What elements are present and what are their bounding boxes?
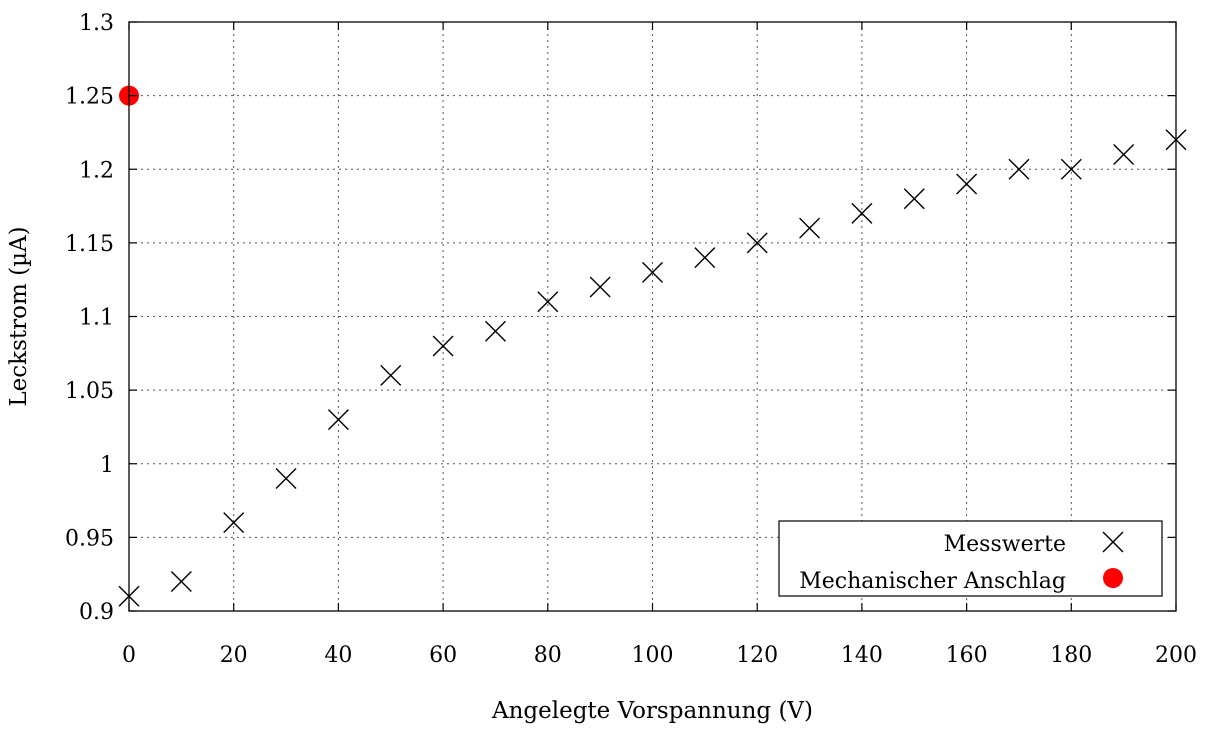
cross-stroke [170, 571, 192, 593]
x-tick-label: 160 [946, 643, 988, 668]
cross-stroke [537, 291, 559, 313]
data-point-messwerte [432, 335, 454, 357]
data-point-messwerte [851, 202, 873, 224]
y-tick-label: 0.95 [65, 526, 114, 551]
data-marks [118, 85, 1187, 607]
legend-label-messwerte: Messwerte [944, 532, 1066, 557]
legend: Messwerte Mechanischer Anschlag [778, 520, 1163, 597]
x-tick-label: 80 [534, 643, 562, 668]
axis-ticks [128, 21, 1177, 612]
cross-stroke [1102, 531, 1124, 553]
cross-stroke [1008, 158, 1030, 180]
y-tick-label: 1.15 [65, 232, 114, 257]
data-point-messwerte [275, 467, 297, 489]
x-tick-label: 40 [324, 643, 352, 668]
legend-cross-icon [1102, 531, 1124, 553]
cross-stroke [275, 467, 297, 489]
cross-stroke [956, 173, 978, 195]
data-point-messwerte [642, 261, 663, 283]
cross-stroke [694, 247, 716, 269]
x-axis-label: Angelegte Vorspannung (V) [491, 698, 813, 724]
x-tick-label: 200 [1155, 643, 1197, 668]
data-point-messwerte [694, 247, 716, 269]
data-point-messwerte [380, 364, 402, 386]
legend-circle-icon [1103, 568, 1123, 588]
cross-stroke [589, 276, 611, 298]
cross-stroke [903, 188, 925, 210]
y-tick-label: 1 [100, 453, 114, 478]
y-tick-label: 1.25 [65, 85, 114, 110]
cross-stroke [223, 512, 245, 534]
y-tick-label: 0.9 [79, 600, 114, 625]
cross-stroke [1113, 144, 1135, 166]
legend-cross-mark [1102, 531, 1124, 553]
x-tick-label: 140 [841, 643, 883, 668]
data-point-messwerte [956, 173, 978, 195]
data-point-messwerte [170, 571, 192, 593]
y-tick-label: 1.05 [65, 379, 114, 404]
cross-stroke [484, 320, 506, 342]
grid-lines [129, 22, 1176, 611]
cross-stroke [327, 409, 349, 431]
cross-stroke [642, 261, 663, 283]
x-tick-label: 20 [220, 643, 248, 668]
cross-stroke [432, 335, 454, 357]
x-tick-label: 100 [632, 643, 674, 668]
cross-stroke [380, 364, 402, 386]
data-point-messwerte [484, 320, 506, 342]
legend-label-mechanischer-anschlag: Mechanischer Anschlag [799, 569, 1066, 594]
data-point-messwerte [589, 276, 611, 298]
x-tick-label: 0 [122, 643, 136, 668]
x-tick-label: 180 [1050, 643, 1092, 668]
cross-stroke [746, 232, 768, 254]
data-point-messwerte [327, 409, 349, 431]
data-point-messwerte [1060, 158, 1082, 180]
y-tick-label: 1.3 [79, 11, 114, 36]
data-point-messwerte [1008, 158, 1030, 180]
legend-box [778, 520, 1163, 597]
cross-stroke [1060, 158, 1082, 180]
legend-circle-mark [1103, 568, 1123, 588]
cross-stroke [799, 217, 821, 239]
y-tick-label: 1.2 [79, 158, 114, 183]
y-tick-label: 1.1 [79, 306, 114, 331]
data-point-messwerte [223, 512, 245, 534]
data-point-messwerte [903, 188, 925, 210]
data-point-messwerte [537, 291, 559, 313]
cross-stroke [851, 202, 873, 224]
y-axis-label: Leckstrom (µA) [6, 226, 32, 406]
x-tick-label: 60 [429, 643, 457, 668]
data-point-messwerte [746, 232, 768, 254]
data-point-messwerte [1113, 144, 1135, 166]
data-point-messwerte [799, 217, 821, 239]
x-tick-label: 120 [736, 643, 778, 668]
tick-labels: 0 20 40 60 80 100 120 140 160 180 200 0.9 0.95 1 1.05 1… [65, 11, 1197, 668]
